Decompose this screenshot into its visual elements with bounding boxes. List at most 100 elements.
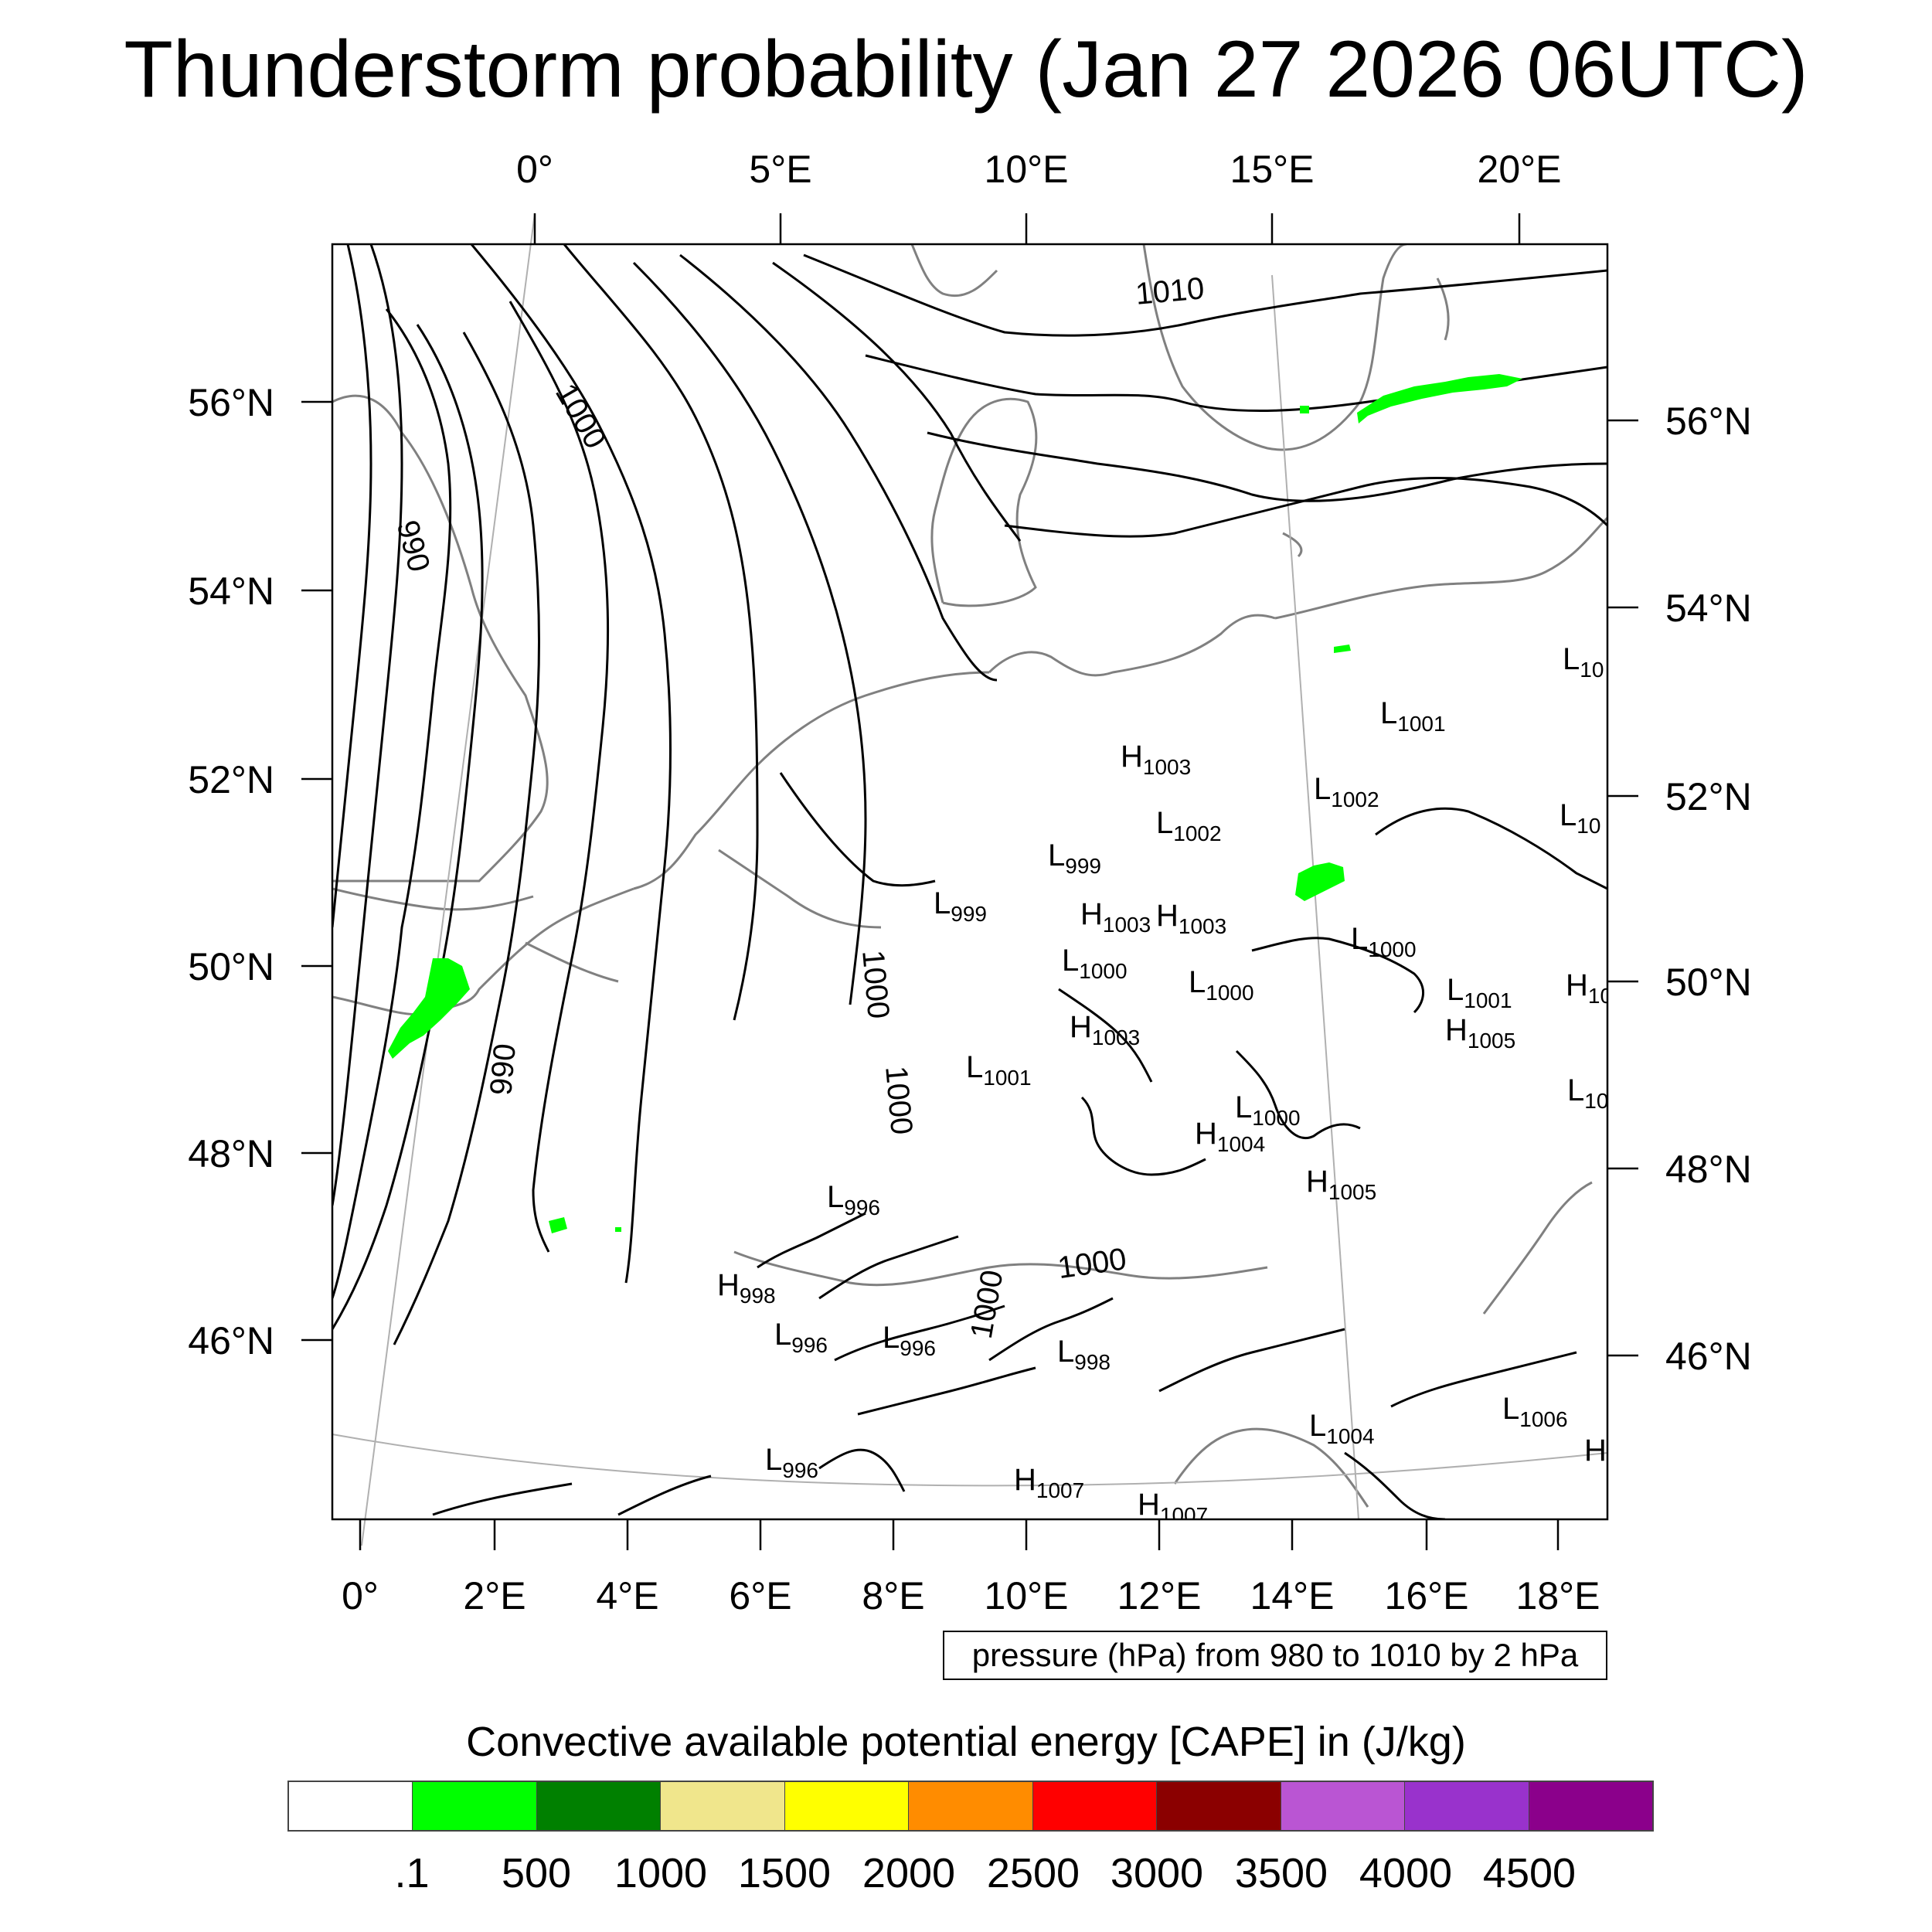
isobar-line <box>818 1448 906 1492</box>
pressure-center-label: L998 <box>1057 1335 1111 1374</box>
coastlines <box>332 244 1607 1508</box>
pressure-center-label: L10 <box>1563 642 1604 682</box>
isobar-label: 1000 <box>879 1065 919 1136</box>
isobar-line <box>332 324 484 1330</box>
colorbar-label: 4500 <box>1482 1850 1577 1896</box>
german-north-coast <box>988 614 1276 677</box>
pressure-center-kind: L <box>1447 973 1464 1007</box>
isobar-line <box>772 261 1022 542</box>
isobar-label: 1000 <box>549 378 613 454</box>
bottom-lon-label: 2°E <box>463 1574 526 1617</box>
pressure-center-value: 1001 <box>1397 712 1445 736</box>
isobar-line <box>834 1304 1005 1362</box>
isobar-label: 1010 <box>1134 271 1206 311</box>
pressure-center-value: 1004 <box>1217 1132 1265 1156</box>
left-lat-label: 46°N <box>188 1319 274 1362</box>
pressure-center-label: H1003 <box>1080 897 1151 937</box>
pressure-center-label: L1002 <box>1314 772 1379 811</box>
pressure-center-label: L996 <box>883 1321 936 1360</box>
pressure-center-label: L10 <box>1560 798 1600 838</box>
pressure-center-value: 10 <box>1577 814 1600 838</box>
pressure-center-label: H1003 <box>1156 899 1226 938</box>
isobar-line <box>757 1212 866 1269</box>
pressure-center-kind: L <box>1560 798 1577 832</box>
right-lat-label: 46°N <box>1665 1335 1752 1378</box>
pressure-center-value: 998 <box>740 1284 776 1308</box>
alps-border <box>733 1250 1268 1287</box>
right-lat-label: 56°N <box>1665 400 1752 443</box>
bottom-lon-label: 4°E <box>596 1574 658 1617</box>
colorbar-box <box>784 1782 910 1830</box>
pressure-center-kind: H <box>1584 1434 1607 1468</box>
pressure-center-kind: L <box>1351 922 1368 956</box>
pressure-center-value: 1000 <box>1368 937 1416 961</box>
pressure-center-label: H1004 <box>1195 1117 1265 1156</box>
rhine-border <box>718 849 882 929</box>
isobar-line <box>818 1235 959 1300</box>
pressure-center-value: 996 <box>844 1196 880 1219</box>
meridian-15e <box>1271 274 1359 1520</box>
pressure-center-kind: H <box>1306 1165 1328 1199</box>
colorbar-label: 1500 <box>737 1850 832 1896</box>
pressure-center-kind: H <box>1445 1013 1468 1047</box>
pressure-center-kind: L <box>1189 965 1206 999</box>
cape-patch <box>1295 862 1345 901</box>
isobar-line <box>1058 988 1153 1083</box>
top-lon-label: 10°E <box>985 148 1069 191</box>
isobar-label: 1000 <box>855 949 896 1020</box>
isobar-line <box>803 253 1607 337</box>
bottom-lon-label: 6°E <box>729 1574 791 1617</box>
cape-patch <box>1357 374 1522 423</box>
pressure-center-label: H1005 <box>1445 1013 1515 1053</box>
isobar-line <box>857 1366 1036 1416</box>
isobar-line <box>1344 1451 1446 1519</box>
colorbar-title: Convective available potential energy [C… <box>466 1719 1466 1765</box>
colorbar-label: 2500 <box>986 1850 1080 1896</box>
right-lat-label: 54°N <box>1665 587 1752 630</box>
left-lat-label: 54°N <box>188 570 274 613</box>
pressure-center-value: 996 <box>791 1333 828 1357</box>
left-lat-label: 56°N <box>188 381 274 424</box>
pressure-center-value: 1000 <box>1252 1106 1300 1130</box>
pressure-center-kind: L <box>1057 1335 1074 1369</box>
pressure-center-value: 1007 <box>1036 1478 1084 1502</box>
pressure-center-value: 996 <box>782 1458 818 1482</box>
pressure-center-kind: L <box>1156 806 1173 840</box>
pressure-center-label: L1004 <box>1309 1409 1375 1448</box>
pressure-center-kind: L <box>1309 1409 1326 1443</box>
left-lat-label: 50°N <box>188 945 274 988</box>
right-lat-label: 50°N <box>1665 961 1752 1004</box>
pressure-center-value: 1003 <box>1092 1026 1140 1049</box>
bornholm <box>1282 532 1303 558</box>
bottom-lon-label: 18°E <box>1516 1574 1600 1617</box>
norway-coast <box>910 244 998 298</box>
pressure-center-value: 1004 <box>1326 1424 1374 1448</box>
sweden-south-coast <box>1142 244 1407 451</box>
pressure-center-label: H <box>1584 1434 1607 1468</box>
pressure-center-kind: H <box>717 1268 740 1302</box>
pressure-center-label: L996 <box>774 1318 828 1357</box>
pressure-center-kind: L <box>883 1321 900 1355</box>
cape-patch <box>388 958 470 1059</box>
isobar-line <box>632 261 867 1005</box>
adriatic-coast <box>1173 1427 1369 1508</box>
pressure-center-kind: L <box>966 1050 983 1084</box>
pressure-center-kind: L <box>1502 1392 1519 1426</box>
isobar-line <box>332 244 403 1206</box>
top-longitude-labels: 0° 5°E 10°E 15°E 20°E <box>516 148 1561 191</box>
cape-patch <box>1334 645 1351 653</box>
tick-marks <box>301 213 1638 1550</box>
isobar-line <box>509 301 610 1253</box>
cape-shading <box>388 374 1522 1233</box>
pressure-center-kind: H <box>1070 1010 1092 1044</box>
cape-patch <box>1300 406 1309 413</box>
isobar-line <box>1080 1096 1206 1176</box>
bottom-longitude-labels: 0° 2°E 4°E 6°E 8°E 10°E 12°E 14°E 16°E 1… <box>342 1574 1600 1617</box>
pressure-center-kind: H <box>1195 1117 1217 1151</box>
contour-info-box: pressure (hPa) from 980 to 1010 by 2 hPa <box>943 1631 1607 1680</box>
pressure-center-value: 1000 <box>1206 981 1253 1005</box>
pressure-center-markers: H1003 L1001 L10 L1002 L1002 L10 L999 L99… <box>717 642 1607 1519</box>
pressure-center-value: 1002 <box>1173 821 1221 845</box>
pressure-center-value: 1003 <box>1103 913 1151 937</box>
pressure-center-label: L996 <box>765 1443 818 1482</box>
